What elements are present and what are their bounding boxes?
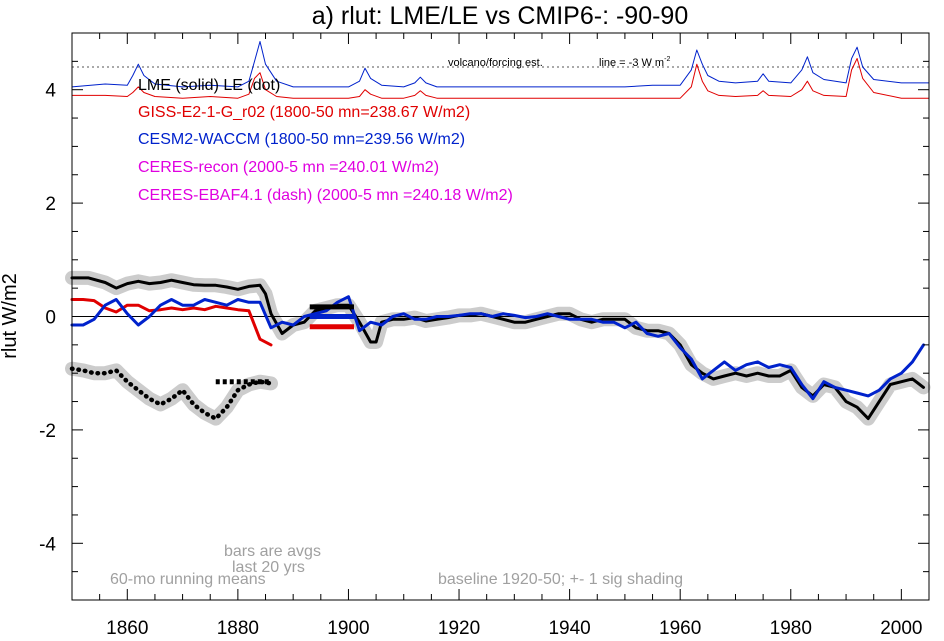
x-tick-label-1960: 1960 xyxy=(659,618,701,639)
series-line-giss-e2-1-g-r02 xyxy=(70,298,273,347)
series-line-cesm2-waccm-volcano-forcing-est xyxy=(71,41,930,88)
y-axis-label: rlut W/m2 xyxy=(0,273,21,359)
y-tick-label-0: 0 xyxy=(45,308,56,329)
x-tick-label-1880: 1880 xyxy=(217,618,259,639)
avg-bars-layer xyxy=(215,304,354,385)
chart-title: a) rlut: LME/LE vs CMIP6-: -90-90 xyxy=(312,2,689,30)
x-tick-label-2000: 2000 xyxy=(880,618,922,639)
forcing-line-note-text: line = -3 W m xyxy=(599,57,664,69)
x-tick-label-1940: 1940 xyxy=(548,618,590,639)
legend-entry-cesm2: CESM2-WACCM (1800-50 mn=239.56 W/m2) xyxy=(138,131,465,148)
legend-entry-giss: GISS-E2-1-G_r02 (1800-50 mn=238.67 W/m2) xyxy=(138,104,470,121)
series-line-le-dot xyxy=(69,366,274,421)
shading-lme-solid xyxy=(65,270,931,426)
baseline-note: baseline 1920-50; +- 1 sig shading xyxy=(438,571,683,588)
legend-entry-ceres-recon: CERES-recon (2000-5 mn =240.01 W/m2) xyxy=(138,159,439,176)
bars-note-line2: last 20 yrs xyxy=(232,559,305,576)
sigma-shading-layer xyxy=(65,270,931,426)
x-tick-label-1920: 1920 xyxy=(438,618,480,639)
y-tick-label-2: -2 xyxy=(39,421,56,442)
x-tick-label-1980: 1980 xyxy=(770,618,812,639)
series-line-lme-solid xyxy=(70,276,925,421)
forcing-line-note-superscript: -2 xyxy=(664,56,670,63)
x-tick-label-1860: 1860 xyxy=(106,618,148,639)
y-tick-label-2: 2 xyxy=(45,194,56,215)
shading-le-dot xyxy=(65,361,278,426)
forcing-note: volcano/forcing est. xyxy=(448,57,543,69)
legend-entry-lme-le: LME (solid) LE (dot) xyxy=(138,77,280,94)
y-tick-label-4: -4 xyxy=(39,534,56,555)
x-tick-label-1900: 1900 xyxy=(327,618,369,639)
series-line-giss-e2-1-g-r02-volcano-forcing-est xyxy=(71,58,930,99)
ticks-layer: 1860 1880 1900 1920 1940 1960 1980 2000 -4 -2 0 2 4 xyxy=(39,32,930,639)
series-layer xyxy=(69,41,930,421)
y-tick-label-4: 4 xyxy=(45,81,56,102)
series-line-cesm2-waccm xyxy=(70,295,925,401)
legend-entry-ceres-ebaf: CERES-EBAF4.1 (dash) (2000-5 mn =240.18 … xyxy=(138,187,513,204)
running-means-note: 60-mo running means xyxy=(110,571,266,588)
legend: LME (solid) LE (dot) GISS-E2-1-G_r02 (18… xyxy=(138,77,513,204)
bars-note-line1: bars are avgs xyxy=(224,543,321,560)
forcing-line-note: line = -3 W m-2 xyxy=(599,56,670,69)
